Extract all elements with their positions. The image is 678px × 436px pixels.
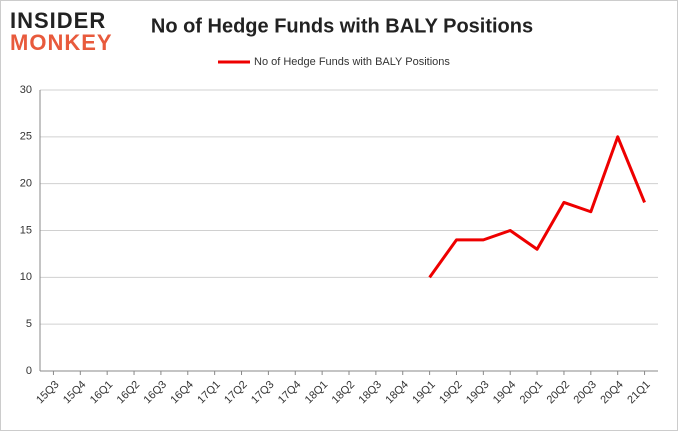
chart-title: No of Hedge Funds with BALY Positions: [151, 15, 533, 37]
y-tick-label: 25: [20, 131, 32, 143]
logo-top: INSIDER: [10, 8, 106, 33]
logo-bottom: MONKEY: [10, 30, 113, 55]
y-tick-label: 5: [26, 318, 32, 330]
y-tick-label: 30: [20, 84, 32, 96]
y-tick-label: 15: [20, 224, 32, 236]
line-series: [428, 135, 646, 279]
legend-label: No of Hedge Funds with BALY Positions: [254, 56, 450, 68]
y-tick-label: 0: [26, 365, 32, 377]
y-tick-label: 10: [20, 271, 32, 283]
y-tick-label: 20: [20, 178, 32, 190]
